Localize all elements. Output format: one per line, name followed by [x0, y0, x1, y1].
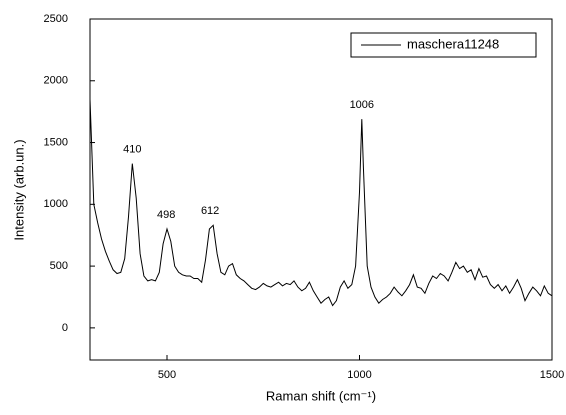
legend-label: maschera11248 [407, 36, 499, 51]
y-tick-label: 0 [62, 322, 68, 334]
y-tick-label: 1000 [44, 198, 68, 210]
x-tick-label: 1500 [540, 369, 564, 381]
spectrum-line [89, 99, 553, 307]
peak-label: 612 [201, 205, 219, 217]
y-tick-label: 2000 [44, 75, 68, 87]
peak-label: 410 [123, 143, 141, 155]
peak-label: 498 [157, 209, 175, 221]
peak-label: 1006 [350, 99, 374, 111]
x-tick-label: 1000 [347, 369, 371, 381]
y-tick-label: 500 [50, 260, 68, 272]
y-axis-label: Intensity (arb.un.) [11, 139, 26, 240]
legend-box [350, 32, 537, 58]
y-tick-label: 1500 [44, 136, 68, 148]
y-tick-label: 2500 [44, 13, 68, 25]
x-axis-label: Raman shift (cm⁻¹) [266, 388, 376, 403]
x-tick-label: 500 [158, 369, 176, 381]
plot-frame [89, 18, 553, 361]
